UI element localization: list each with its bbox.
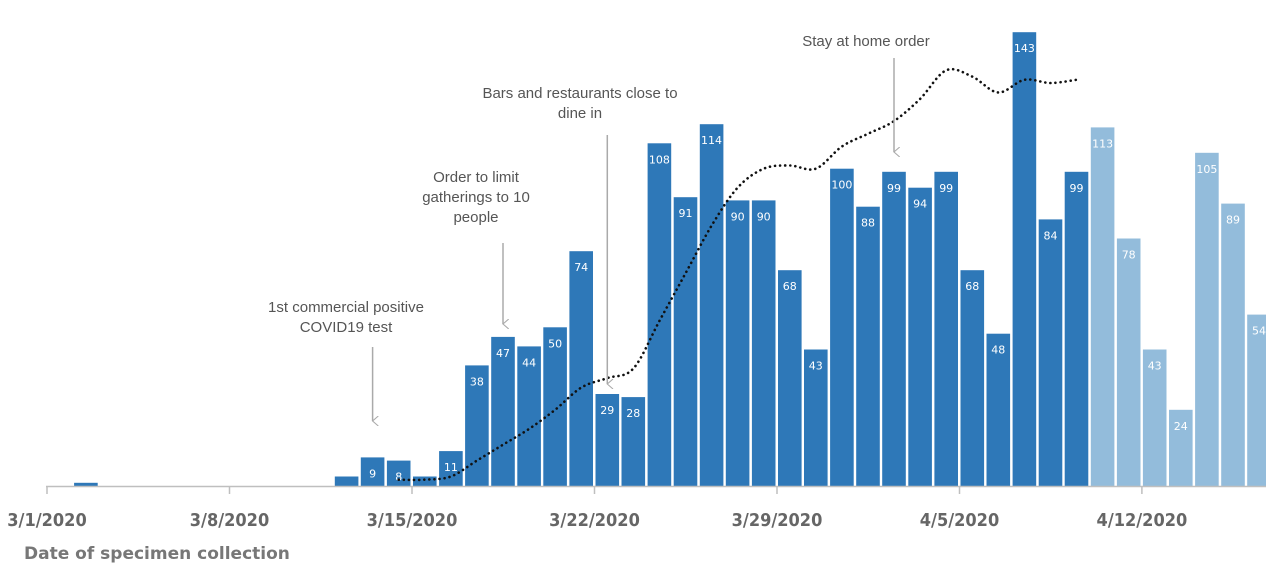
annotation-line: Stay at home order <box>802 33 930 50</box>
bar-value-label: 105 <box>1196 163 1217 176</box>
bar-value-label: 114 <box>701 134 722 147</box>
annotation-text: Order to limit gatherings to 10 people <box>422 169 530 226</box>
bar-3-29-2020 <box>778 270 802 486</box>
bar-3-12-2020 <box>334 476 359 486</box>
bar-4-1-2020 <box>856 206 880 486</box>
bar-3-30-2020 <box>804 349 828 486</box>
bar-3-19-2020 <box>517 346 541 486</box>
bar-3-31-2020 <box>830 168 854 486</box>
bar-value-label: 108 <box>649 153 670 166</box>
bar-value-label: 99 <box>1070 182 1084 195</box>
bar-value-label: 84 <box>1044 229 1058 242</box>
bar-3-26-2020 <box>699 124 724 486</box>
bar-value-label: 50 <box>548 337 562 350</box>
bar-value-label: 38 <box>470 375 484 388</box>
bar-3-28-2020 <box>751 200 776 486</box>
bar-value-label: 91 <box>679 207 693 220</box>
bar-value-label: 43 <box>1148 360 1162 373</box>
bar-3-2-2020 <box>74 482 98 486</box>
bar-value-label: 143 <box>1014 42 1035 55</box>
x-tick-label: 3/8/2020 <box>190 510 269 531</box>
bar-value-label: 99 <box>887 182 901 195</box>
annotation-line: dine in <box>558 105 602 122</box>
bar-value-label: 100 <box>831 179 852 192</box>
bar-4-13-2020 <box>1169 409 1193 486</box>
annotation-text: Stay at home order <box>802 33 930 50</box>
x-tick-label: 4/12/2020 <box>1097 510 1188 531</box>
x-tick-label: 3/22/2020 <box>549 510 640 531</box>
bar-value-label: 78 <box>1122 249 1136 262</box>
bar-labels-group: 9 8 11 38 47 44 50 74 29 28 108 91 114 90 90 68 43 100 88 9… <box>369 42 1266 484</box>
bar-4-14-2020 <box>1195 152 1219 487</box>
bar-3-24-2020 <box>647 143 672 487</box>
bar-value-label: 48 <box>991 344 1005 357</box>
x-axis-title: Date of specimen collection <box>24 544 290 564</box>
bar-4-2-2020 <box>882 171 906 487</box>
moving-average-line <box>397 67 1078 482</box>
bar-value-label: 90 <box>731 210 745 223</box>
bar-value-label: 47 <box>496 347 510 360</box>
bar-value-label: 29 <box>600 404 614 417</box>
bar-value-label: 44 <box>522 356 536 369</box>
bar-value-label: 68 <box>965 280 979 293</box>
bar-value-label: 43 <box>809 360 823 373</box>
bar-value-label: 9 <box>369 467 376 480</box>
bar-4-8-2020 <box>1038 219 1063 486</box>
bar-value-label: 8 <box>395 471 402 484</box>
x-tick-label: 4/5/2020 <box>920 510 999 531</box>
bar-4-3-2020 <box>908 187 932 486</box>
bar-value-label: 90 <box>757 210 771 223</box>
annotation-line: COVID19 test <box>300 319 393 336</box>
bar-4-9-2020 <box>1064 171 1089 487</box>
annotation-line: people <box>453 209 498 226</box>
bar-3-27-2020 <box>725 200 750 486</box>
bar-4-16-2020 <box>1247 314 1266 486</box>
bar-3-17-2020 <box>465 365 489 486</box>
x-axis: 3/1/2020 3/8/2020 3/15/2020 3/22/2020 3/29/2… <box>7 485 1266 531</box>
bar-value-label: 88 <box>861 217 875 230</box>
annotation-line: Order to limit <box>433 169 520 186</box>
bar-value-label: 28 <box>626 407 640 420</box>
bar-value-label: 94 <box>913 198 927 211</box>
bar-value-label: 68 <box>783 280 797 293</box>
bar-3-20-2020 <box>543 327 567 486</box>
bar-value-label: 99 <box>939 182 953 195</box>
annotation-line: 1st commercial positive <box>268 299 424 316</box>
x-tick-label: 3/29/2020 <box>732 510 823 531</box>
bars-group <box>74 32 1266 487</box>
annotation-text: 1st commercial positive COVID19 test <box>268 299 424 336</box>
bar-3-21-2020 <box>569 251 593 486</box>
bar-3-13-2020 <box>360 457 385 486</box>
bar-4-12-2020 <box>1142 349 1167 486</box>
bar-4-4-2020 <box>934 171 958 487</box>
bar-3-25-2020 <box>673 197 698 486</box>
bar-value-label: 74 <box>574 261 588 274</box>
bar-value-label: 54 <box>1252 325 1266 338</box>
x-tick-label: 3/15/2020 <box>367 510 458 531</box>
annotation-line: Bars and restaurants close to <box>482 85 677 102</box>
bar-4-11-2020 <box>1116 238 1141 486</box>
bar-4-6-2020 <box>986 333 1011 486</box>
bar-value-label: 113 <box>1092 137 1113 150</box>
moving-average-group <box>397 67 1078 482</box>
annotations-group: 1st commercial positive COVID19 test Order… <box>268 33 930 421</box>
bar-value-label: 11 <box>444 461 458 474</box>
bar-value-label: 89 <box>1226 214 1240 227</box>
annotation-text: Bars and restaurants close to dine in <box>482 85 677 122</box>
bar-4-15-2020 <box>1221 203 1245 486</box>
bar-3-22-2020 <box>595 394 620 486</box>
annotation-line: gatherings to 10 <box>422 189 530 206</box>
bar-4-7-2020 <box>1012 32 1037 486</box>
bar-value-label: 24 <box>1174 420 1188 433</box>
bar-4-10-2020 <box>1090 127 1115 487</box>
bar-3-15-2020 <box>413 476 437 486</box>
x-tick-label: 3/1/2020 <box>7 510 86 531</box>
bar-3-23-2020 <box>621 397 646 486</box>
bar-4-5-2020 <box>960 270 985 486</box>
